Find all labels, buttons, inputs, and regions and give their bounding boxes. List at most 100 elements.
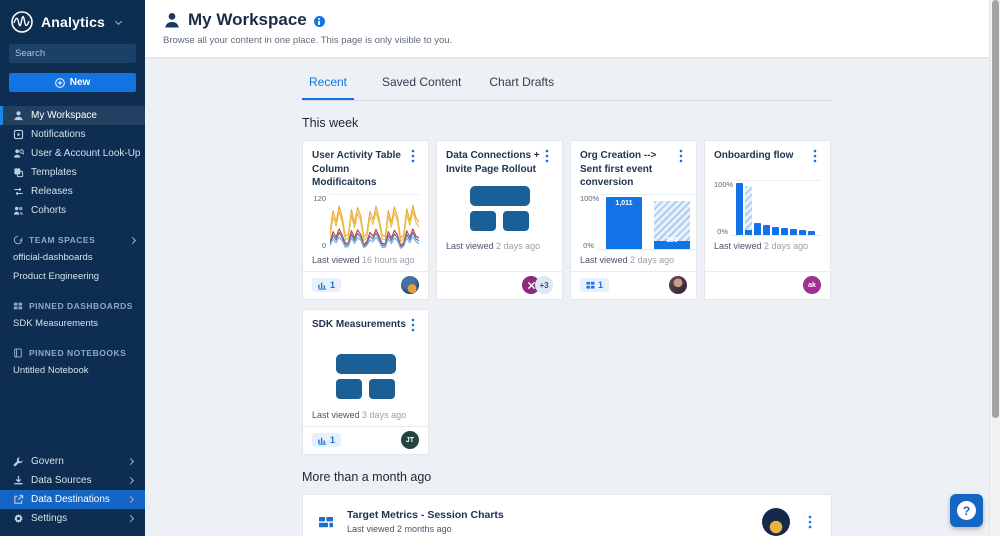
sidebar-item-untitled-notebook[interactable]: Untitled Notebook xyxy=(13,365,89,376)
dashboard-thumbnail-icon xyxy=(446,180,553,236)
extra-collaborators-chip: +3 xyxy=(535,276,553,294)
question-mark-icon: ? xyxy=(957,501,976,520)
last-viewed: Last viewed 3 days ago xyxy=(312,409,407,420)
card-footer: 1 xyxy=(571,270,696,299)
page-header: My Workspace Browse all your content in … xyxy=(145,0,989,57)
sidebar: Analytics New My Workspace Notifications… xyxy=(0,0,147,536)
help-button[interactable]: ? xyxy=(950,494,983,527)
section-this-week: This week xyxy=(302,116,359,130)
chevron-right-icon xyxy=(126,476,135,485)
card-user-activity[interactable]: User Activity Table Column Modificaitons… xyxy=(302,140,429,300)
info-icon[interactable] xyxy=(313,15,325,27)
team-spaces-icon xyxy=(13,235,23,245)
sidebar-item-settings[interactable]: Settings xyxy=(0,509,145,528)
chevron-right-icon xyxy=(126,514,135,523)
sidebar-item-notifications[interactable]: Notifications xyxy=(0,125,145,144)
funnel-chart: 1,011 198 xyxy=(598,193,698,250)
sidebar-item-sdk-measurements[interactable]: SDK Measurements xyxy=(13,318,99,329)
sidebar-item-data-destinations[interactable]: Data Destinations xyxy=(0,490,145,509)
sidebar-item-govern[interactable]: Govern xyxy=(0,452,145,471)
dashboard-thumbnail-icon xyxy=(312,349,419,405)
gear-icon xyxy=(13,513,24,524)
tab-bar: Recent Saved Content Chart Drafts xyxy=(302,67,832,101)
scrollbar-track[interactable] xyxy=(989,0,1000,536)
card-footer: 1 xyxy=(303,270,428,299)
dashboards-grid-icon xyxy=(13,301,23,311)
chart-count-icon xyxy=(318,436,327,445)
card-title: Data Connections + Invite Page Rollout xyxy=(446,150,540,175)
card-footer: 1 JT xyxy=(303,425,428,454)
card-title: Org Creation --> Sent first event conver… xyxy=(580,150,657,188)
kebab-menu-icon[interactable] xyxy=(804,515,816,529)
funnel-chart xyxy=(732,180,821,236)
new-button[interactable]: New xyxy=(9,73,136,92)
sidebar-item-official-dashboards[interactable]: official-dashboards xyxy=(13,252,93,263)
tab-chart-drafts[interactable]: Chart Drafts xyxy=(489,75,555,89)
card-sdk-measurements[interactable]: SDK Measurements Last viewed 3 days ago xyxy=(302,308,429,455)
grid-count-icon xyxy=(586,281,595,290)
sidebar-item-product-engineering[interactable]: Product Engineering xyxy=(13,271,100,282)
sidebar-item-cohorts[interactable]: Cohorts xyxy=(0,201,145,220)
avatar xyxy=(762,507,790,536)
section-older: More than a month ago xyxy=(302,469,432,484)
list-item-title: Target Metrics - Session Charts xyxy=(347,509,504,521)
y-axis: 100% 0% xyxy=(580,193,600,250)
card-onboarding-flow[interactable]: Onboarding flow 100% 0% Last viewed 2 da… xyxy=(704,140,831,300)
wrench-icon xyxy=(13,456,24,467)
chevron-right-icon xyxy=(126,457,135,466)
app-title: Analytics xyxy=(41,14,106,30)
releases-icon xyxy=(13,186,24,197)
tab-saved-content[interactable]: Saved Content xyxy=(382,75,462,89)
card-title: User Activity Table Column Modificaitons xyxy=(312,150,401,188)
chart-count-icon xyxy=(318,281,327,290)
kebab-menu-icon[interactable] xyxy=(809,149,821,163)
analytics-logo-icon xyxy=(10,10,34,34)
cohorts-icon xyxy=(13,205,24,216)
person-icon xyxy=(13,110,24,121)
kebab-menu-icon[interactable] xyxy=(541,149,553,163)
export-icon xyxy=(13,494,24,505)
templates-icon xyxy=(13,167,24,178)
card-data-connections[interactable]: Data Connections + Invite Page Rollout L… xyxy=(436,140,563,300)
avatar xyxy=(401,276,419,294)
sidebar-item-user-account-lookup[interactable]: User & Account Look-Up xyxy=(0,144,145,163)
sidebar-item-releases[interactable]: Releases xyxy=(0,182,145,201)
card-title: Onboarding flow xyxy=(714,150,794,161)
notebook-icon xyxy=(13,348,23,358)
tab-recent[interactable]: Recent xyxy=(302,67,354,100)
avatar: ak xyxy=(803,276,821,294)
kebab-menu-icon[interactable] xyxy=(407,318,419,332)
avatar: JT xyxy=(401,431,419,449)
kebab-menu-icon[interactable] xyxy=(675,149,687,163)
sidebar-item-my-workspace[interactable]: My Workspace xyxy=(0,106,145,125)
pinned-dashboards-header: PINNED DASHBOARDS xyxy=(0,298,145,314)
team-spaces-header[interactable]: TEAM SPACES xyxy=(0,232,145,248)
dashboard-mini-icon xyxy=(318,514,334,530)
plus-circle-icon xyxy=(54,77,65,88)
last-viewed: Last viewed 2 days ago xyxy=(580,254,675,265)
search-input[interactable] xyxy=(15,48,147,59)
scrollbar-thumb[interactable] xyxy=(991,0,999,419)
avatar xyxy=(669,276,687,294)
chevron-right-icon xyxy=(128,236,137,244)
card-org-creation[interactable]: Org Creation --> Sent first event conver… xyxy=(570,140,698,300)
chart-count-badge: 1 xyxy=(312,433,342,447)
page-subtitle: Browse all your content in one place. Th… xyxy=(163,35,453,46)
sidebar-search[interactable] xyxy=(9,44,147,63)
kebab-menu-icon[interactable] xyxy=(407,149,419,163)
card-footer: ak xyxy=(705,270,830,299)
y-axis: 120 0 xyxy=(313,193,326,250)
app-logo-row[interactable]: Analytics xyxy=(0,0,145,42)
sidebar-item-templates[interactable]: Templates xyxy=(0,163,145,182)
dashboard-count-badge: 1 xyxy=(580,278,610,292)
page-title: My Workspace xyxy=(188,10,307,29)
chart-count-badge: 1 xyxy=(312,278,342,292)
card-footer: +3 xyxy=(437,270,562,299)
chevron-down-icon xyxy=(115,17,123,25)
sidebar-item-data-sources[interactable]: Data Sources xyxy=(0,471,145,490)
last-viewed: Last viewed 16 hours ago xyxy=(312,254,415,265)
workspace-person-icon xyxy=(163,11,181,29)
line-chart xyxy=(330,193,419,250)
list-item-target-metrics-1[interactable]: Target Metrics - Session Charts Last vie… xyxy=(302,493,832,536)
main-area: My Workspace Browse all your content in … xyxy=(145,0,989,536)
